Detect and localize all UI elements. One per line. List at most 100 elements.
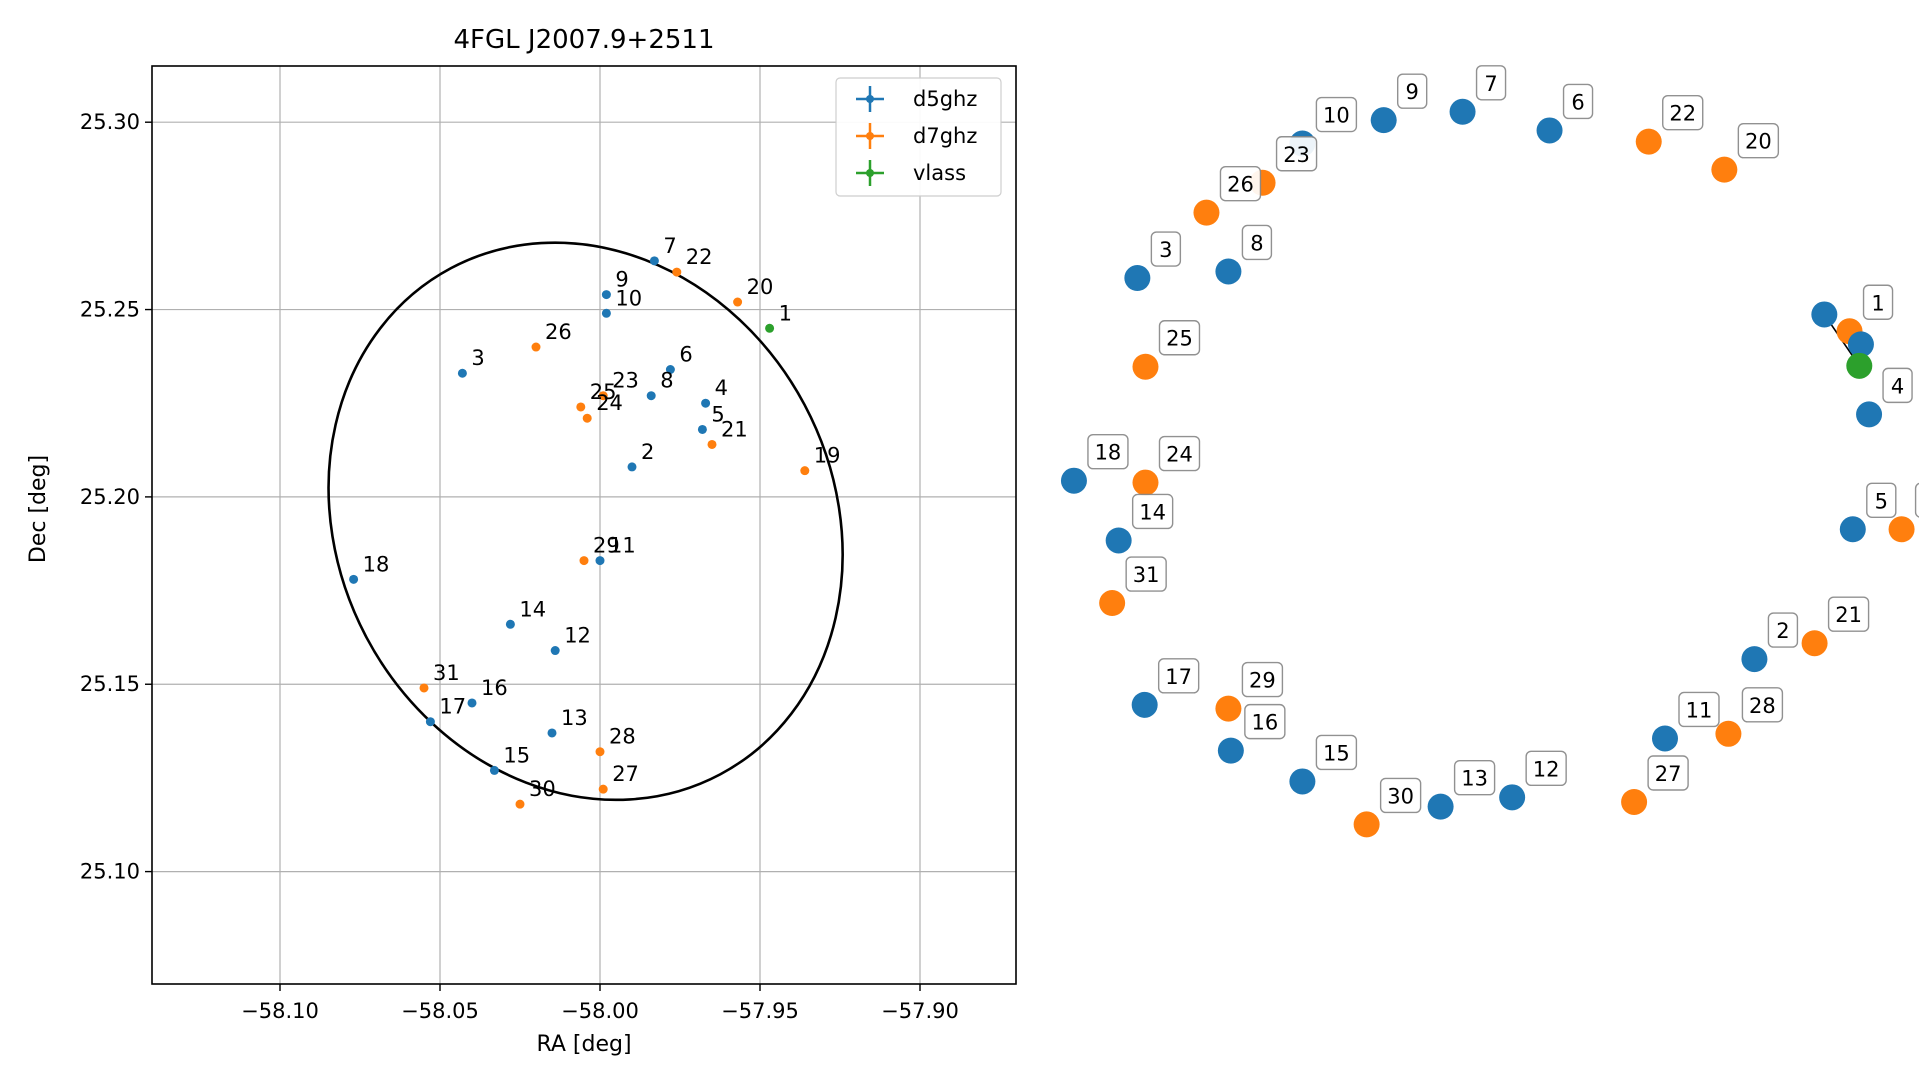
point-label-22: 22	[686, 245, 713, 269]
error-ellipse-layer	[327, 241, 844, 802]
point-d7ghz-29	[579, 556, 589, 566]
point-d5ghz-10	[601, 308, 611, 318]
graph-label-box-13	[1453, 759, 1496, 796]
graph-node-11	[1651, 725, 1678, 752]
graph-node	[1846, 352, 1873, 379]
graph-label-box-11	[1678, 691, 1720, 728]
axes-frame	[151, 65, 1017, 985]
point-label-15: 15	[503, 743, 530, 767]
legend-label-d5ghz: d5ghz	[913, 87, 977, 111]
graph-label-box-9	[1396, 73, 1428, 109]
point-d7ghz-19	[800, 466, 810, 476]
graph-node-31	[1099, 590, 1126, 617]
graph-node-24	[1132, 469, 1159, 496]
chart-title: 4FGL J2007.9+2511	[454, 25, 715, 55]
graph-node-9	[1370, 107, 1397, 134]
point-d7ghz-22	[672, 267, 682, 277]
legend-label-vlass: vlass	[913, 161, 966, 185]
point-label-8: 8	[660, 369, 673, 393]
grid-lines	[152, 66, 1016, 984]
point-label-14: 14	[519, 597, 546, 621]
graph-node-16	[1217, 737, 1244, 764]
point-label-9: 9	[615, 268, 628, 292]
graph-label-12: 12	[1533, 757, 1560, 781]
graph-label-15: 15	[1323, 741, 1350, 765]
point-d7ghz-30	[515, 799, 525, 809]
graph-label-box-25	[1158, 320, 1201, 356]
point-d5ghz-18	[349, 574, 359, 584]
graph-label-box-2	[1767, 612, 1799, 648]
legend-marker-d5ghz	[866, 95, 874, 103]
point-label-28: 28	[609, 725, 636, 749]
point-label-13: 13	[561, 706, 588, 730]
point-label-11: 11	[609, 534, 636, 558]
point-d7ghz-31	[419, 683, 429, 693]
point-label-3: 3	[471, 346, 484, 370]
graph-label-box-31	[1125, 556, 1167, 592]
graph-node-7	[1449, 98, 1476, 125]
graph-label-box-17	[1157, 658, 1200, 694]
graph-node-17	[1131, 691, 1158, 718]
graph-node-26	[1193, 199, 1220, 226]
point-label-23: 23	[612, 369, 639, 393]
x-tick-label: −58.00	[561, 999, 639, 1023]
graph-node-25	[1132, 353, 1159, 380]
graph-node	[1847, 331, 1874, 358]
y-axis-label: Dec [deg]	[26, 455, 51, 563]
point-d7ghz-21	[707, 439, 717, 449]
point-d5ghz-11	[595, 556, 605, 566]
graph-label-box-24	[1158, 435, 1201, 472]
graph-label-box-12	[1525, 750, 1567, 787]
point-label-12: 12	[564, 624, 591, 648]
label-layout-graph: 1234567891011121314151617181920212223242…	[1060, 65, 1919, 838]
graph-label-13: 13	[1461, 767, 1488, 791]
graph-node-18	[1060, 467, 1087, 494]
point-label-30: 30	[529, 777, 556, 801]
point-d5ghz-4	[701, 398, 711, 408]
graph-label-26: 26	[1227, 173, 1254, 197]
point-label-31: 31	[433, 661, 460, 685]
point-d7ghz-25	[576, 402, 586, 412]
point-label-5: 5	[711, 402, 724, 426]
graph-label-box-18	[1087, 433, 1129, 470]
graph-node-21	[1801, 630, 1828, 657]
y-tick-label: 25.30	[80, 110, 140, 134]
graph-label-18: 18	[1095, 441, 1122, 465]
point-vlass-1	[765, 323, 775, 333]
graph-node-30	[1353, 811, 1380, 838]
graph-label-24: 24	[1166, 443, 1193, 467]
graph-label-22: 22	[1669, 102, 1696, 126]
graph-label-box-27	[1647, 755, 1689, 791]
graph-label-3: 3	[1159, 238, 1172, 262]
point-d7ghz-28	[595, 747, 605, 757]
graph-label-box-29	[1241, 661, 1284, 698]
point-d5ghz-13	[547, 728, 557, 738]
point-d5ghz-5	[697, 424, 707, 434]
graph-label-box-7	[1475, 65, 1507, 101]
graph-label-14: 14	[1139, 500, 1166, 524]
graph-label-box-26	[1219, 165, 1262, 202]
point-d7ghz-26	[531, 342, 541, 352]
graph-label-7: 7	[1484, 72, 1497, 96]
graph-node-13	[1427, 793, 1454, 820]
graph-label-4: 4	[1891, 374, 1904, 398]
point-label-26: 26	[545, 320, 572, 344]
point-label-6: 6	[679, 343, 692, 367]
graph-label-27: 27	[1655, 762, 1682, 786]
graph-node-2	[1741, 646, 1768, 673]
graph-label-box-22	[1662, 94, 1704, 131]
graph-node-5	[1839, 516, 1866, 543]
graph-node-15	[1289, 768, 1316, 795]
graph-label-5: 5	[1875, 489, 1888, 513]
point-d5ghz-6	[665, 365, 675, 375]
graph-label-23: 23	[1283, 143, 1310, 167]
legend-marker-d7ghz	[866, 132, 874, 140]
graph-node-22	[1635, 128, 1662, 155]
point-label-16: 16	[481, 676, 508, 700]
legend-marker-vlass	[866, 169, 874, 177]
point-d5ghz-17	[425, 717, 435, 727]
point-d5ghz-3	[457, 368, 467, 378]
graph-label-20: 20	[1745, 130, 1772, 154]
point-d7ghz-23	[598, 391, 608, 401]
